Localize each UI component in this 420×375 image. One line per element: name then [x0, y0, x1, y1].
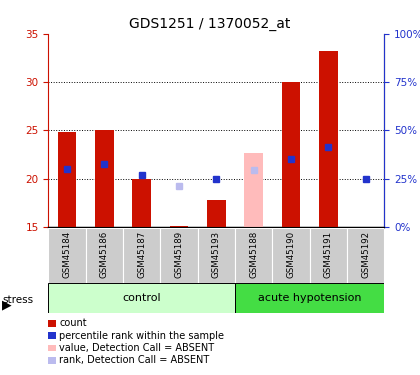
- Bar: [48, 228, 86, 283]
- Text: GSM45193: GSM45193: [212, 231, 221, 278]
- Bar: [272, 228, 310, 283]
- Text: ▶: ▶: [2, 298, 12, 311]
- Bar: [235, 283, 384, 313]
- Text: GSM45192: GSM45192: [361, 231, 370, 278]
- Bar: [95, 130, 114, 227]
- Text: percentile rank within the sample: percentile rank within the sample: [59, 331, 224, 340]
- Text: stress: stress: [2, 295, 33, 305]
- Bar: [347, 228, 384, 283]
- Text: acute hypotension: acute hypotension: [258, 293, 361, 303]
- Text: GSM45186: GSM45186: [100, 231, 109, 278]
- Text: GSM45191: GSM45191: [324, 231, 333, 278]
- Text: GSM45190: GSM45190: [286, 231, 295, 278]
- Bar: [207, 200, 226, 227]
- Text: control: control: [122, 293, 161, 303]
- Bar: [235, 228, 272, 283]
- Bar: [319, 51, 338, 227]
- Bar: [160, 228, 198, 283]
- Text: value, Detection Call = ABSENT: value, Detection Call = ABSENT: [59, 343, 214, 353]
- Bar: [282, 82, 300, 227]
- Bar: [48, 283, 235, 313]
- Bar: [244, 153, 263, 227]
- Bar: [310, 228, 347, 283]
- Bar: [123, 228, 160, 283]
- Bar: [170, 226, 188, 227]
- Text: GDS1251 / 1370052_at: GDS1251 / 1370052_at: [129, 17, 291, 31]
- Text: GSM45184: GSM45184: [63, 231, 71, 278]
- Bar: [132, 178, 151, 227]
- Text: GSM45188: GSM45188: [249, 231, 258, 278]
- Bar: [198, 228, 235, 283]
- Text: GSM45187: GSM45187: [137, 231, 146, 278]
- Bar: [86, 228, 123, 283]
- Text: count: count: [59, 318, 87, 328]
- Text: GSM45189: GSM45189: [174, 231, 184, 278]
- Text: rank, Detection Call = ABSENT: rank, Detection Call = ABSENT: [59, 356, 210, 365]
- Bar: [58, 132, 76, 227]
